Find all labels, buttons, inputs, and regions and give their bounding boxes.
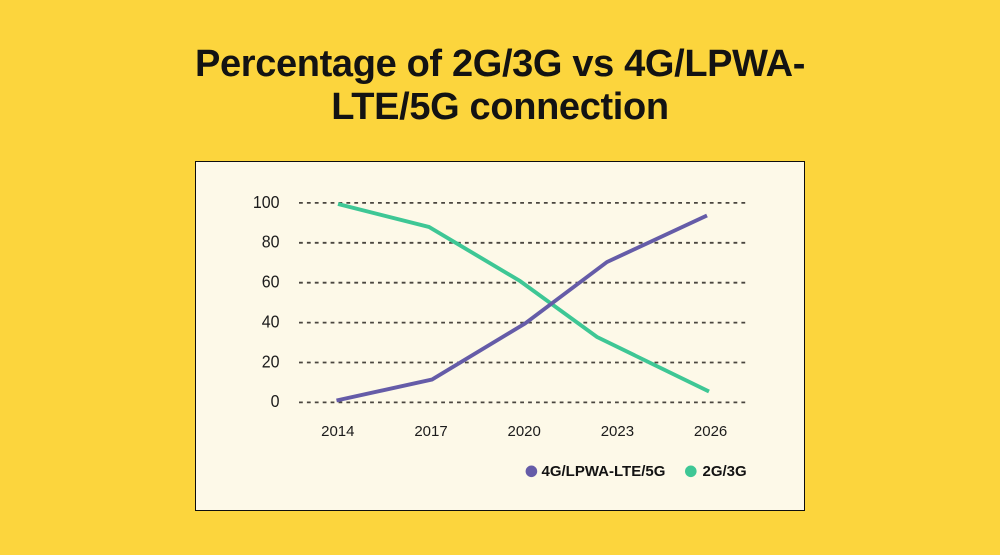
svg-text:2G/3G: 2G/3G <box>703 463 747 480</box>
svg-text:80: 80 <box>262 232 280 252</box>
svg-text:20: 20 <box>262 352 280 372</box>
svg-text:40: 40 <box>262 312 280 332</box>
svg-text:60: 60 <box>262 272 280 292</box>
svg-text:2026: 2026 <box>694 423 727 440</box>
svg-text:0: 0 <box>271 392 280 412</box>
svg-text:2014: 2014 <box>321 423 354 440</box>
svg-text:100: 100 <box>253 192 280 212</box>
svg-text:2020: 2020 <box>508 423 541 440</box>
svg-text:2023: 2023 <box>601 423 634 440</box>
svg-text:2017: 2017 <box>414 423 447 440</box>
svg-text:4G/LPWA-LTE/5G: 4G/LPWA-LTE/5G <box>542 463 666 480</box>
